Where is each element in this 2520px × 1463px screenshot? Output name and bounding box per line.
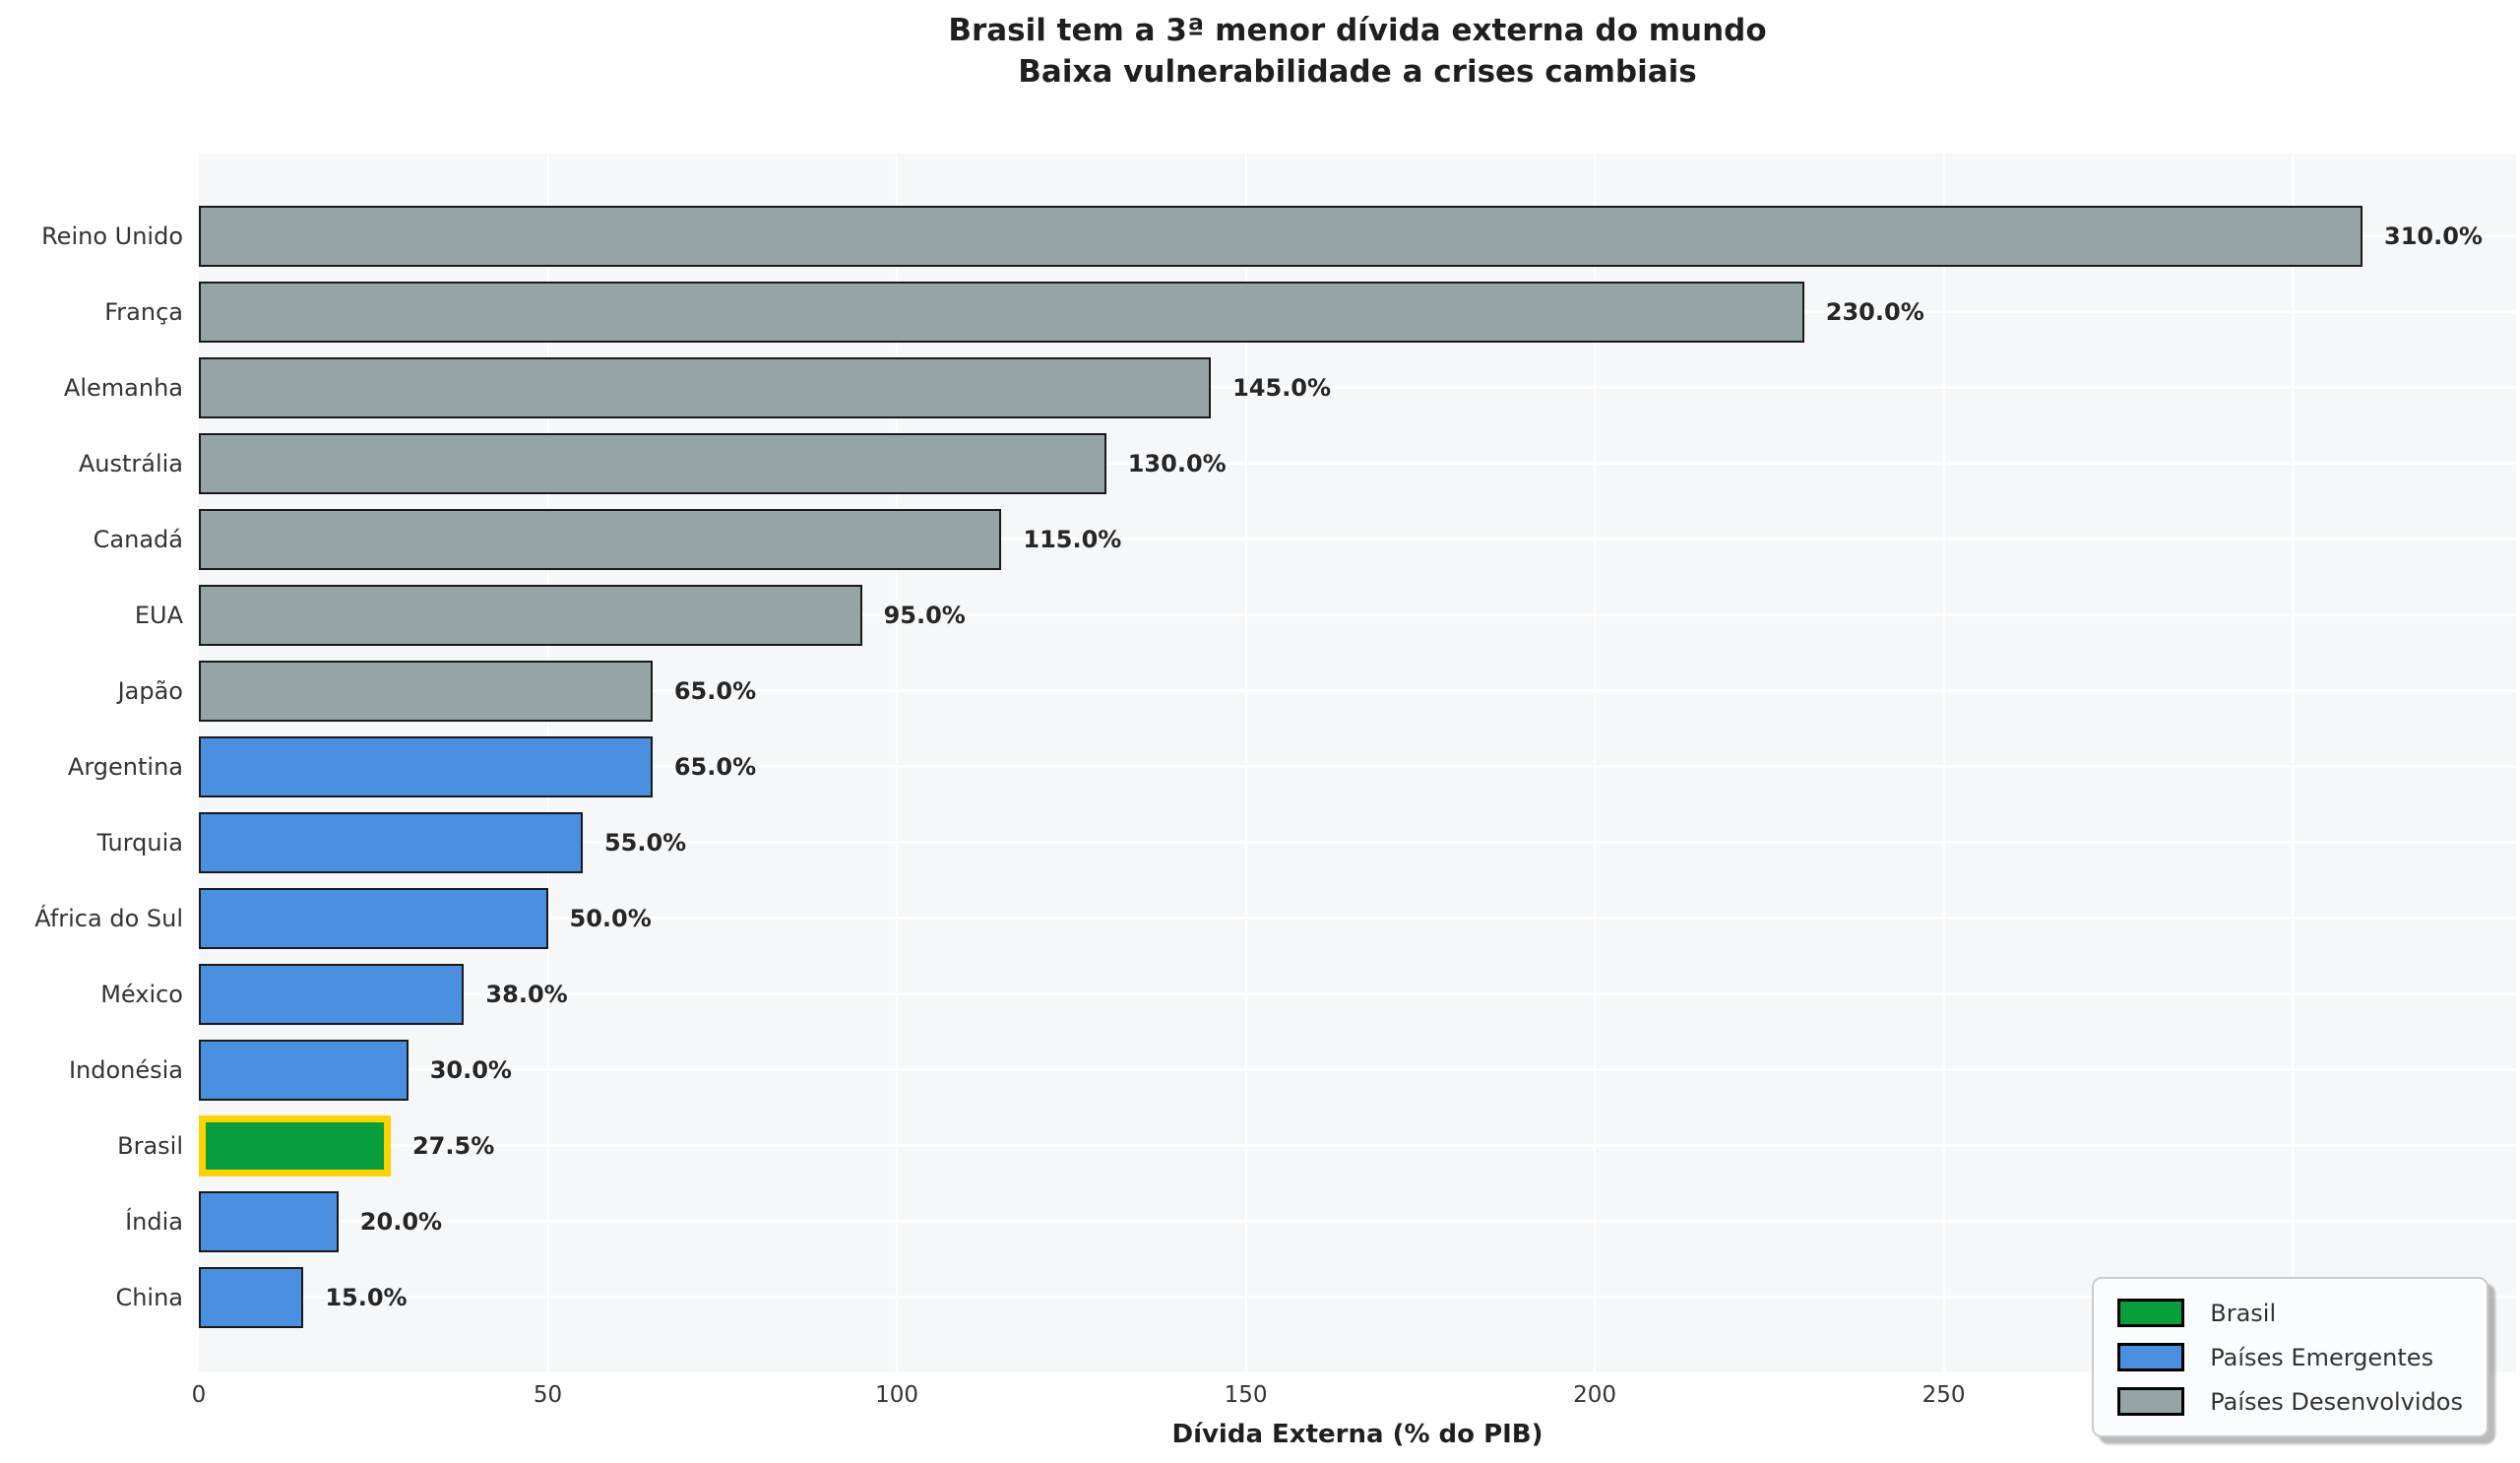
bar-desenvolvidos <box>199 281 1804 343</box>
gridline-horizontal <box>199 1296 2516 1299</box>
x-tick-label: 100 <box>875 1382 918 1408</box>
x-axis-title: Dívida Externa (% do PIB) <box>1171 1420 1544 1449</box>
chart-title-block: Brasil tem a 3ª menor dívida externa do … <box>199 10 2516 93</box>
bar-desenvolvidos <box>199 584 862 646</box>
x-tick-label: 50 <box>533 1382 563 1408</box>
value-label: 115.0% <box>1023 525 1122 553</box>
value-label: 145.0% <box>1232 373 1332 402</box>
bar-desenvolvidos <box>199 508 1002 570</box>
value-label: 20.0% <box>359 1207 443 1236</box>
value-label: 65.0% <box>673 752 757 781</box>
gridline-horizontal <box>199 841 2516 844</box>
x-tick-label: 250 <box>1922 1382 1966 1408</box>
x-tick-label: 150 <box>1224 1382 1268 1408</box>
value-label: 230.0% <box>1825 297 1924 326</box>
gridline-horizontal <box>199 1144 2516 1147</box>
gridline-vertical <box>2292 154 2295 1372</box>
y-axis-category-label: Índia <box>125 1207 183 1236</box>
gridline-horizontal <box>199 992 2516 995</box>
gridline-horizontal <box>199 462 2516 465</box>
legend-label: Países Emergentes <box>2210 1343 2434 1371</box>
y-axis-category-label: Argentina <box>67 752 183 781</box>
x-tick-label: 200 <box>1573 1382 1617 1408</box>
legend-swatch-emergentes <box>2117 1343 2185 1371</box>
y-axis-category-label: Brasil <box>117 1131 183 1160</box>
bar-emergentes <box>199 1039 409 1101</box>
legend-entry: Países Emergentes <box>2117 1343 2463 1371</box>
value-label: 65.0% <box>673 676 757 705</box>
bar-emergentes <box>199 811 583 873</box>
value-label: 95.0% <box>883 601 966 629</box>
value-label: 310.0% <box>2384 222 2483 250</box>
y-axis-category-label: México <box>100 980 183 1008</box>
gridline-horizontal <box>199 689 2516 692</box>
gridline-horizontal <box>199 1068 2516 1071</box>
legend-swatch-brasil <box>2117 1299 2185 1327</box>
value-label: 38.0% <box>485 980 568 1008</box>
bar-brasil <box>199 1114 391 1177</box>
bar-desenvolvidos <box>199 356 1212 418</box>
y-axis-category-label: Austrália <box>78 449 183 477</box>
gridline-horizontal <box>199 386 2516 389</box>
x-tick-label: 0 <box>191 1382 207 1408</box>
bar-emergentes <box>199 1190 339 1252</box>
value-label: 55.0% <box>603 828 687 857</box>
gridline-vertical <box>1942 154 1945 1372</box>
bar-emergentes <box>199 1266 304 1328</box>
y-axis-category-label: China <box>115 1283 183 1311</box>
value-label: 50.0% <box>569 904 652 932</box>
bar-desenvolvidos <box>199 432 1106 494</box>
bar-desenvolvidos <box>199 205 2362 267</box>
y-axis-category-label: África do Sul <box>34 904 183 932</box>
gridline-horizontal <box>199 538 2516 541</box>
y-axis-category-label: Turquia <box>96 828 184 857</box>
chart-title: Brasil tem a 3ª menor dívida externa do … <box>948 13 1767 48</box>
plot-area: 310.0% 230.0% 145.0% 130.0% 115.0% 95.0% 65.0%… <box>199 154 2516 1372</box>
y-axis-category-label: Reino Unido <box>41 222 183 250</box>
y-axis-category-label: Japão <box>117 676 183 705</box>
y-axis-labels: Reino Unido França Alemanha Austrália Canadá… <box>0 154 183 1372</box>
y-axis-category-label: EUA <box>134 601 183 629</box>
y-axis-category-label: Canadá <box>93 525 183 553</box>
bar-emergentes <box>199 963 465 1025</box>
value-label: 27.5% <box>411 1131 495 1160</box>
bar-desenvolvidos <box>199 660 653 722</box>
legend-label: Brasil <box>2210 1299 2277 1327</box>
value-label: 30.0% <box>429 1055 512 1084</box>
legend-label: Países Desenvolvidos <box>2210 1387 2463 1416</box>
gridline-horizontal <box>199 1220 2516 1223</box>
gridline-vertical <box>896 154 899 1372</box>
legend: Brasil Países Emergentes Países Desenvolvi… <box>2092 1277 2488 1437</box>
y-axis-category-label: França <box>104 297 183 326</box>
legend-entry: Países Desenvolvidos <box>2117 1387 2463 1416</box>
legend-entry: Brasil <box>2117 1299 2463 1327</box>
gridline-vertical <box>1244 154 1247 1372</box>
y-axis-category-label: Alemanha <box>63 373 183 402</box>
y-axis-category-label: Indonésia <box>68 1055 183 1084</box>
gridline-vertical <box>1594 154 1597 1372</box>
gridline-horizontal <box>199 613 2516 616</box>
gridline-horizontal <box>199 917 2516 920</box>
value-label: 15.0% <box>325 1283 408 1311</box>
value-label: 130.0% <box>1127 449 1227 477</box>
chart-subtitle: Baixa vulnerabilidade a crises cambiais <box>1018 54 1697 90</box>
bar-emergentes <box>199 887 548 949</box>
bar-emergentes <box>199 735 653 797</box>
legend-swatch-desenvolvidos <box>2117 1387 2185 1416</box>
gridline-horizontal <box>199 765 2516 768</box>
